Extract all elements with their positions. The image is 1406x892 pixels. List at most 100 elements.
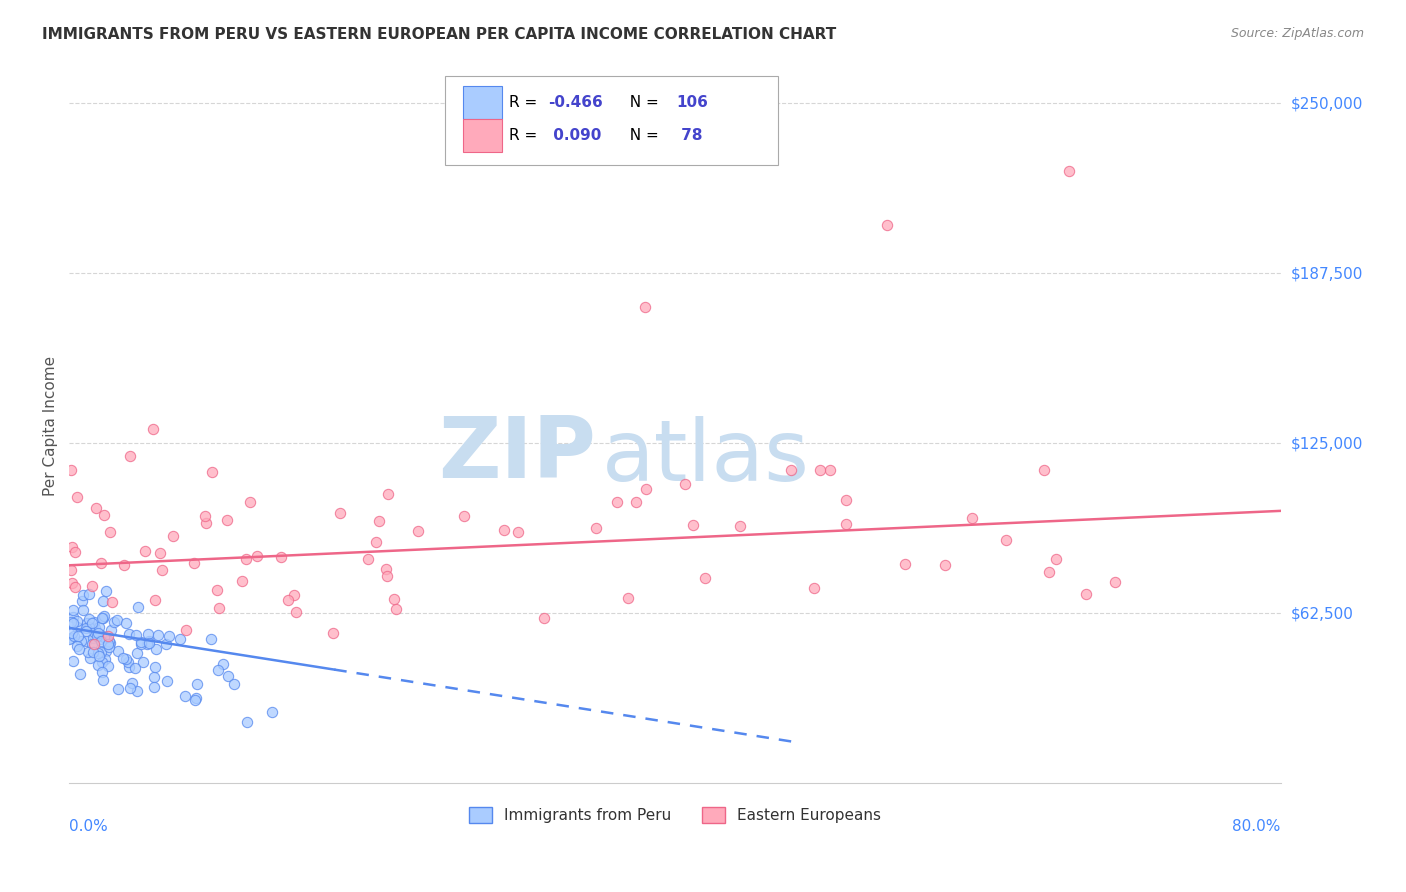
Point xyxy=(100,595,122,609)
Point xyxy=(132,656,155,670)
Point xyxy=(186,677,208,691)
Point xyxy=(97,637,120,651)
Point xyxy=(152,563,174,577)
Point xyxy=(58,632,80,647)
Point xyxy=(239,495,262,509)
Point xyxy=(1032,463,1054,477)
Point xyxy=(212,657,235,671)
Text: 106: 106 xyxy=(676,95,709,110)
Point xyxy=(127,599,149,614)
Point xyxy=(60,615,83,629)
Point xyxy=(83,621,105,635)
Text: IMMIGRANTS FROM PERU VS EASTERN EUROPEAN PER CAPITA INCOME CORRELATION CHART: IMMIGRANTS FROM PERU VS EASTERN EUROPEAN… xyxy=(42,27,837,42)
Point xyxy=(808,463,831,477)
Point xyxy=(67,642,90,657)
Point xyxy=(673,477,696,491)
Point xyxy=(115,615,138,630)
Point xyxy=(70,594,93,608)
Point xyxy=(90,633,112,648)
Point xyxy=(87,646,110,660)
Point xyxy=(235,552,257,566)
Text: 0.090: 0.090 xyxy=(548,128,602,144)
Point xyxy=(138,636,160,650)
Text: R =: R = xyxy=(509,128,543,144)
Point xyxy=(231,574,253,588)
Point xyxy=(120,681,142,695)
Point xyxy=(118,450,141,464)
Point xyxy=(1074,587,1097,601)
Point xyxy=(66,490,89,504)
FancyBboxPatch shape xyxy=(444,76,778,165)
FancyBboxPatch shape xyxy=(463,86,502,119)
Point xyxy=(406,524,429,538)
Point xyxy=(1057,163,1080,178)
Point xyxy=(1045,552,1067,566)
Point xyxy=(77,645,100,659)
Point xyxy=(125,628,148,642)
Point xyxy=(1104,574,1126,589)
Point xyxy=(86,629,108,643)
Point xyxy=(115,651,138,665)
Point xyxy=(62,610,84,624)
Point xyxy=(217,513,239,527)
Point xyxy=(236,715,259,730)
Point xyxy=(91,594,114,608)
Point xyxy=(66,639,89,653)
Point xyxy=(77,620,100,634)
Point xyxy=(377,487,399,501)
Point xyxy=(367,514,389,528)
Point xyxy=(62,616,84,631)
Point xyxy=(86,626,108,640)
Point xyxy=(780,463,803,477)
Point xyxy=(162,529,184,543)
Point xyxy=(63,629,86,643)
Point xyxy=(186,691,208,706)
Point xyxy=(89,632,111,646)
Point xyxy=(111,650,134,665)
Point xyxy=(803,581,825,595)
Point xyxy=(121,676,143,690)
Point xyxy=(174,624,197,638)
Point xyxy=(97,640,120,655)
Point xyxy=(83,637,105,651)
Point xyxy=(72,602,94,616)
Point xyxy=(835,493,858,508)
Point xyxy=(494,523,516,537)
Text: -0.466: -0.466 xyxy=(548,95,603,110)
Point xyxy=(91,665,114,679)
Point xyxy=(260,705,283,719)
Point xyxy=(124,661,146,675)
Point xyxy=(134,544,156,558)
Point xyxy=(62,654,84,668)
Point xyxy=(329,506,352,520)
Point xyxy=(246,549,269,563)
Point xyxy=(83,615,105,630)
Point xyxy=(100,623,122,637)
Point xyxy=(84,501,107,516)
Point xyxy=(129,635,152,649)
Point xyxy=(75,621,97,635)
Point xyxy=(934,558,956,572)
Point xyxy=(156,674,179,689)
Point xyxy=(728,519,751,533)
Point xyxy=(75,624,97,639)
Point xyxy=(129,637,152,651)
Point xyxy=(79,651,101,665)
Point xyxy=(217,668,239,682)
Point xyxy=(77,612,100,626)
Point xyxy=(624,495,647,509)
Point xyxy=(94,651,117,665)
Point xyxy=(135,637,157,651)
Point xyxy=(270,549,292,564)
Point xyxy=(194,516,217,530)
Point xyxy=(693,571,716,585)
Point xyxy=(112,558,135,573)
Point xyxy=(155,637,177,651)
Point xyxy=(66,629,89,643)
Point xyxy=(636,482,658,496)
Point xyxy=(93,508,115,523)
Point xyxy=(322,625,344,640)
Text: N =: N = xyxy=(620,128,664,144)
Point xyxy=(117,655,139,669)
Point xyxy=(285,605,308,619)
